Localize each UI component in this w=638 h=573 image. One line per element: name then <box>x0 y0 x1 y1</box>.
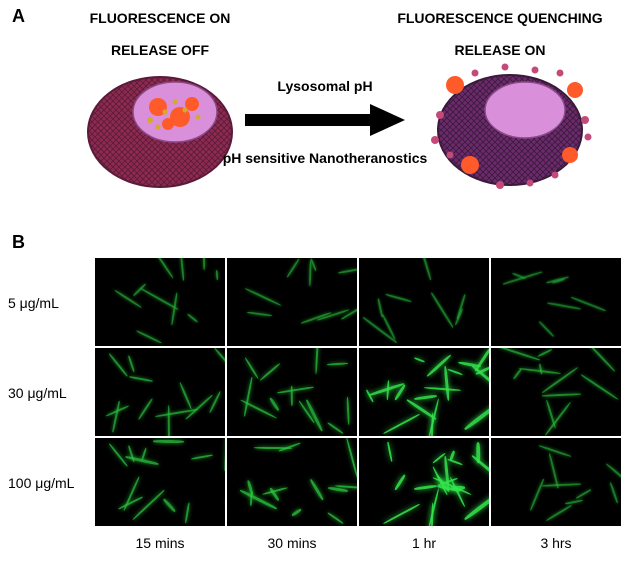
microscopy-cell <box>491 438 621 526</box>
microscopy-cell <box>359 438 489 526</box>
text-release-off: RELEASE OFF <box>60 42 260 58</box>
col-label-0: 15 mins <box>95 535 225 551</box>
col-label-2: 1 hr <box>359 535 489 551</box>
row-label-2: 100 μg/mL <box>8 475 93 491</box>
microscopy-cell <box>227 348 357 436</box>
microscopy-cell <box>491 348 621 436</box>
arrow-icon <box>245 100 405 140</box>
microscopy-cell <box>95 438 225 526</box>
col-label-1: 30 mins <box>227 535 357 551</box>
microscopy-cell <box>491 258 621 346</box>
text-lysosomal-ph: Lysosomal pH <box>245 78 405 94</box>
microscopy-grid <box>95 258 621 526</box>
microscopy-cell <box>95 258 225 346</box>
cell-diagram-right <box>420 55 600 195</box>
microscopy-cell <box>95 348 225 436</box>
panel-a-label: A <box>12 6 25 27</box>
row-label-0: 5 μg/mL <box>8 295 93 311</box>
text-fluorescence-on: FLUORESCENCE ON <box>60 10 260 26</box>
microscopy-cell <box>359 348 489 436</box>
text-fluorescence-quenching: FLUORESCENCE QUENCHING <box>370 10 630 26</box>
microscopy-cell <box>227 438 357 526</box>
text-ph-sensitive: pH sensitive Nanotheranostics <box>200 150 450 166</box>
panel-b-label: B <box>12 232 25 253</box>
microscopy-cell <box>359 258 489 346</box>
row-label-1: 30 μg/mL <box>8 385 93 401</box>
cell-diagram-left <box>80 62 240 192</box>
microscopy-cell <box>227 258 357 346</box>
col-label-3: 3 hrs <box>491 535 621 551</box>
